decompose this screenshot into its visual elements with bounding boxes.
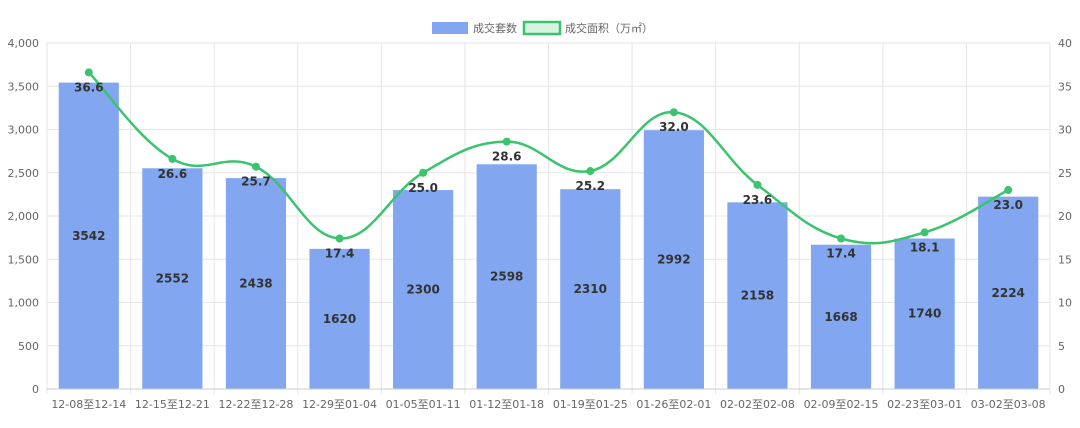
x-tick-label: 01-05至01-11	[386, 398, 461, 411]
line-point[interactable]	[419, 168, 428, 177]
y-left-tick-label: 2,500	[8, 167, 40, 180]
bar[interactable]	[309, 248, 370, 389]
line-value-label: 25.0	[408, 181, 438, 195]
line-value-label: 25.2	[575, 179, 605, 193]
y-right-tick-label: 40	[1058, 37, 1072, 50]
bar-value-label: 1668	[824, 310, 857, 324]
x-tick-label: 12-22至12-28	[218, 398, 293, 411]
x-tick-label: 01-12至01-18	[469, 398, 544, 411]
bar-value-label: 2438	[239, 277, 272, 291]
y-right-tick-label: 30	[1058, 124, 1072, 137]
bar[interactable]	[727, 202, 788, 389]
legend-line-label[interactable]: 成交面积（万㎡）	[565, 21, 653, 35]
grid	[46, 42, 1051, 394]
bar[interactable]	[810, 244, 872, 389]
line-point[interactable]	[920, 228, 929, 237]
bar[interactable]	[393, 190, 454, 389]
line-point[interactable]	[669, 108, 678, 117]
bar[interactable]	[643, 130, 704, 389]
bar[interactable]	[58, 82, 119, 389]
line-value-label: 26.6	[158, 167, 188, 181]
bar-value-label: 3542	[72, 229, 105, 243]
line-point[interactable]	[837, 234, 846, 243]
bar-value-label: 2310	[574, 282, 607, 296]
bar-value-label: 2598	[490, 270, 523, 284]
bar-value-label: 2552	[156, 272, 189, 286]
line-point[interactable]	[335, 234, 344, 243]
line-point[interactable]	[753, 180, 762, 189]
bar-value-label: 2300	[406, 283, 439, 297]
axes: 0 0 500 5 1,000 10 1,500 15 2,000 20 2,500 25 3,000 3…	[8, 37, 1073, 411]
bar-value-label: 1620	[323, 312, 356, 326]
line-value-label: 18.1	[910, 240, 940, 254]
bar-value-label: 1740	[908, 307, 941, 321]
bar[interactable]	[142, 168, 203, 389]
line-value-label: 25.7	[241, 175, 271, 189]
x-tick-label: 12-15至12-21	[135, 398, 210, 411]
y-right-tick-label: 0	[1058, 383, 1065, 396]
y-right-tick-label: 20	[1058, 210, 1072, 223]
line-point[interactable]	[84, 68, 93, 77]
line-value-label: 36.6	[74, 80, 104, 94]
bar-value-label: 2992	[657, 253, 690, 267]
line-point[interactable]	[1004, 186, 1013, 195]
bar[interactable]	[476, 164, 537, 389]
line-series: 36.6 26.6 25.7 17.4 25.0 28.6 25.2 32.0 23.6 17.4…	[74, 68, 1023, 260]
bar[interactable]	[225, 178, 287, 389]
y-right-tick-label: 35	[1058, 80, 1072, 93]
bar[interactable]	[894, 238, 955, 389]
y-left-tick-label: 500	[18, 340, 39, 353]
line-value-label: 28.6	[492, 150, 522, 164]
line-point[interactable]	[502, 137, 511, 146]
x-tick-label: 12-08至12-14	[51, 398, 126, 411]
legend-bar-swatch	[432, 22, 468, 34]
line-point[interactable]	[586, 167, 595, 176]
x-tick-label: 01-19至01-25	[553, 398, 628, 411]
y-left-tick-label: 2,000	[8, 210, 40, 223]
line-point[interactable]	[251, 162, 260, 171]
x-tick-label: 03-02至03-08	[971, 398, 1046, 411]
x-tick-label: 12-29至01-04	[302, 398, 377, 411]
line-point[interactable]	[168, 154, 177, 163]
bar[interactable]	[978, 196, 1039, 389]
bar-series: 3542 2552 2438 1620 2300 2598 2310 2992 2158 1668…	[58, 82, 1039, 389]
y-left-tick-label: 4,000	[8, 37, 40, 50]
y-left-tick-label: 0	[32, 383, 39, 396]
y-right-tick-label: 5	[1058, 340, 1065, 353]
line-value-label: 32.0	[659, 120, 689, 134]
legend[interactable]: 成交套数 成交面积（万㎡）	[432, 20, 653, 36]
y-left-tick-label: 3,500	[8, 80, 40, 93]
bar-value-label: 2158	[741, 289, 774, 303]
bar[interactable]	[560, 189, 621, 389]
y-left-tick-label: 1,500	[8, 253, 40, 266]
y-right-tick-label: 15	[1058, 253, 1072, 266]
y-right-tick-label: 25	[1058, 167, 1072, 180]
x-tick-label: 02-09至02-15	[804, 398, 879, 411]
legend-bar-label[interactable]: 成交套数	[473, 21, 517, 35]
x-tick-label: 02-23至03-01	[887, 398, 962, 411]
line-value-label: 23.6	[743, 193, 773, 207]
line-value-label: 17.4	[826, 246, 856, 260]
y-left-tick-label: 1,000	[8, 297, 40, 310]
line-value-label: 17.4	[325, 246, 355, 260]
x-tick-label: 01-26至02-01	[636, 398, 711, 411]
y-left-tick-label: 3,000	[8, 124, 40, 137]
x-tick-label: 02-02至02-08	[720, 398, 795, 411]
y-right-tick-label: 10	[1058, 297, 1072, 310]
legend-line-swatch	[522, 20, 562, 36]
line-value-label: 23.0	[993, 198, 1023, 212]
bar-value-label: 2224	[992, 286, 1025, 300]
